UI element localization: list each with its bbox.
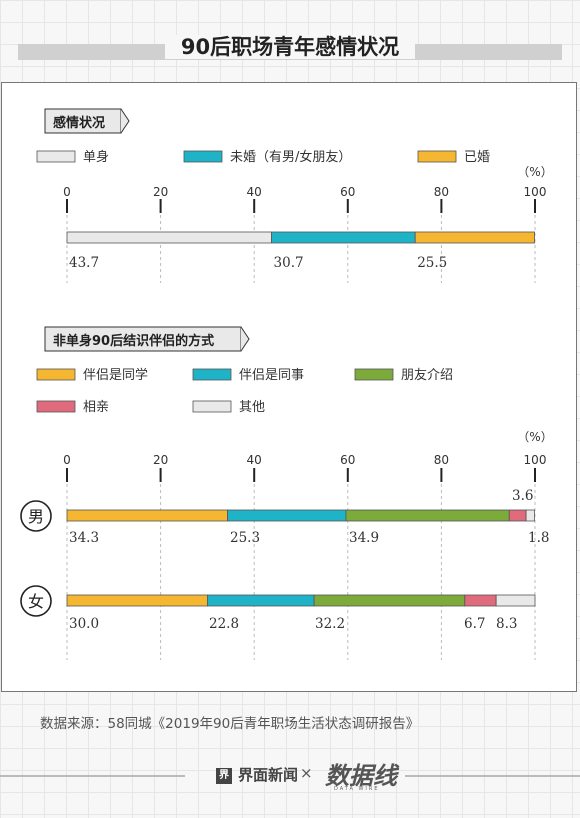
legend-swatch — [36, 368, 76, 381]
bar-segment — [495, 594, 536, 607]
bar-segment — [525, 509, 535, 522]
tick-label: 20 — [153, 185, 168, 199]
data-label: 1.8 — [528, 530, 549, 546]
data-label: 32.2 — [315, 616, 345, 632]
data-label: 34.3 — [69, 530, 99, 546]
section-title-2-arrow — [240, 326, 250, 352]
unit-label: （%） — [517, 165, 552, 179]
bar-segment — [227, 509, 347, 522]
tick-label: 60 — [340, 453, 355, 467]
bar-segment — [66, 231, 272, 244]
bar-segment — [313, 594, 466, 607]
brand-jiemian: 界界面新闻 — [216, 764, 298, 785]
category-badge — [20, 585, 52, 617]
legend-item: 伴侣是同事 — [239, 368, 304, 383]
legend-item: 伴侣是同学 — [83, 367, 148, 383]
bar-segment — [66, 509, 228, 522]
section-title-1-arrow — [120, 108, 130, 134]
section-title-1-box — [44, 108, 122, 134]
legend-swatch — [417, 150, 457, 163]
legend-item: 单身 — [83, 149, 109, 165]
legend-item: 朋友介绍 — [401, 367, 453, 383]
unit-label: （%） — [517, 430, 552, 444]
legend-swatch — [192, 368, 232, 381]
legend-swatch — [354, 368, 394, 381]
datawire-logo: 数据线 — [325, 762, 397, 790]
data-label: 30.0 — [69, 616, 99, 632]
bar-segment — [345, 509, 510, 522]
section-title-2-box — [44, 326, 242, 352]
tick-label: 80 — [434, 185, 449, 199]
bar-segment — [271, 231, 416, 244]
brand-separator: × — [300, 764, 313, 782]
legend-item: 其他 — [239, 400, 265, 415]
legend-item: 未婚（有男/女朋友） — [230, 149, 351, 165]
legend-swatch — [36, 150, 76, 163]
tick-label: 40 — [247, 185, 262, 199]
tick-label: 100 — [524, 185, 547, 199]
legend-item: 相亲 — [83, 400, 109, 415]
data-label: 34.9 — [349, 530, 379, 546]
bar-segment — [464, 594, 497, 607]
data-label: 25.3 — [230, 530, 260, 546]
tick-label: 100 — [524, 453, 547, 467]
tick-label: 60 — [340, 185, 355, 199]
bar-segment — [414, 231, 535, 244]
legend-item: 已婚 — [464, 150, 490, 165]
data-label: 22.8 — [209, 616, 239, 632]
section-title-1: 感情状况 — [53, 115, 105, 131]
bar-segment — [206, 594, 315, 607]
data-label: 8.3 — [496, 616, 517, 632]
footer-line-left — [0, 775, 185, 777]
data-label: 25.5 — [417, 255, 447, 271]
tick-label: 20 — [153, 453, 168, 467]
page-title: 90后职场青年感情状况 — [0, 31, 580, 61]
bar-segment — [66, 594, 208, 607]
datawire-logo-sub: DATA WIRE — [334, 786, 380, 792]
data-label: 6.7 — [464, 616, 485, 632]
category-badge — [20, 500, 52, 532]
tick-label: 0 — [63, 185, 71, 199]
tick-label: 0 — [63, 453, 71, 467]
data-source: 数据来源：58同城《2019年90后青年职场生活状态调研报告》 — [40, 716, 420, 732]
legend-swatch — [36, 400, 76, 413]
tick-label: 80 — [434, 453, 449, 467]
legend-swatch — [192, 400, 232, 413]
section-title-2: 非单身90后结识伴侣的方式 — [53, 333, 214, 349]
data-label: 3.6 — [512, 488, 533, 504]
data-label: 30.7 — [274, 255, 304, 271]
jiemian-logo-icon: 界 — [216, 767, 232, 784]
data-label: 43.7 — [69, 255, 99, 271]
bar-segment — [508, 509, 527, 522]
footer-line-right — [405, 775, 580, 777]
category-label: 男 — [28, 507, 44, 526]
tick-label: 40 — [247, 453, 262, 467]
category-label: 女 — [28, 592, 44, 611]
legend-swatch — [183, 150, 223, 163]
chart-panel — [1, 82, 577, 692]
